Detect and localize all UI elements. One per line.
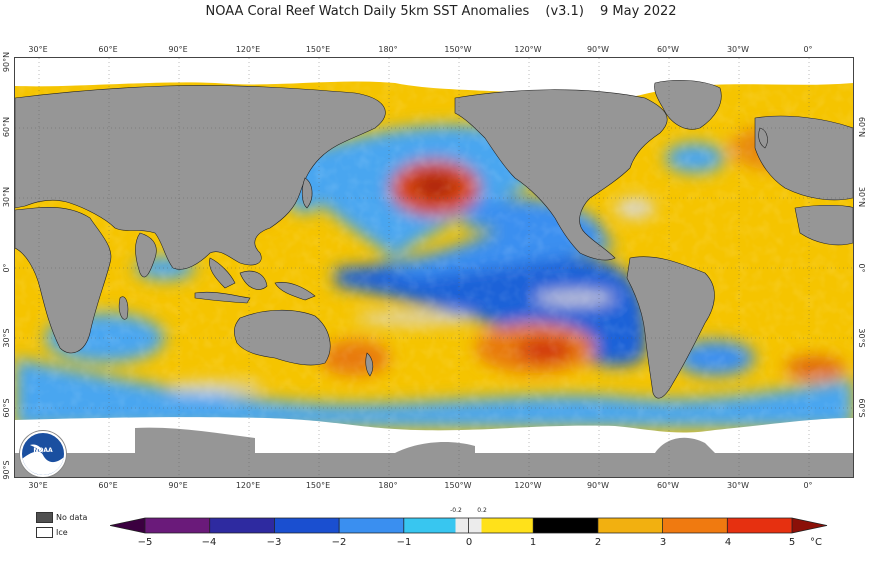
colorbar-segment — [403, 518, 456, 533]
colorbar-label: 2 — [594, 537, 602, 548]
lat-tick: 60°S — [857, 398, 866, 418]
lat-tick: 30°S — [857, 328, 866, 348]
title-date: 9 May 2022 — [600, 4, 677, 19]
lon-tick: 120°W — [514, 45, 542, 54]
lon-tick: 150°W — [444, 45, 472, 54]
lon-tick: 120°E — [235, 481, 261, 490]
lon-tick: 180° — [378, 481, 398, 490]
colorbar-extend-low — [110, 518, 145, 533]
title-version: (v3.1) — [545, 4, 584, 19]
colorbar-label: 5 — [788, 537, 796, 548]
colorbar-label: 1 — [529, 537, 537, 548]
arctic-ice — [15, 58, 853, 107]
lat-tick: 30°N — [857, 186, 866, 208]
colorbar-segment — [662, 518, 728, 533]
ice-label: Ice — [56, 528, 68, 537]
lat-tick: 90°N — [2, 51, 11, 73]
colorbar-segment — [145, 518, 210, 533]
lat-tick: 0° — [2, 263, 11, 273]
ice-swatch — [36, 527, 53, 538]
lon-tick: 30°W — [726, 481, 750, 490]
lon-tick: 60°E — [98, 481, 118, 490]
colorbar-small-label: 0.2 — [477, 507, 487, 514]
lon-tick: 60°W — [656, 481, 680, 490]
lon-tick: 0° — [803, 45, 813, 54]
lat-tick: 60°N — [857, 116, 866, 138]
lon-tick: 90°E — [168, 481, 188, 490]
lon-tick: 0° — [803, 481, 813, 490]
colorbar-label: −5 — [137, 537, 153, 548]
no-data-label: No data — [56, 513, 88, 522]
lat-tick: 30°S — [2, 328, 11, 348]
colorbar-label: 3 — [659, 537, 667, 548]
colorbar-label: −2 — [331, 537, 347, 548]
colorbar-label: 0 — [465, 537, 473, 548]
colorbar-unit: °C — [810, 537, 822, 548]
map-title: NOAA Coral Reef Watch Daily 5km SST Anom… — [0, 4, 882, 19]
lon-tick: 30°E — [28, 481, 48, 490]
lat-tick: 60°S — [2, 398, 11, 418]
sst-anomaly-map: NOAA — [14, 57, 854, 478]
lon-tick: 120°W — [514, 481, 542, 490]
land-masses — [15, 79, 853, 399]
colorbar-segment — [209, 518, 275, 533]
lon-tick: 90°E — [168, 45, 188, 54]
colorbar-label: −4 — [201, 537, 217, 548]
colorbar-small-label: -0.2 — [450, 507, 462, 514]
lon-tick: 150°E — [305, 481, 331, 490]
antarctica — [15, 453, 853, 477]
lat-tick: 0° — [857, 263, 866, 273]
lon-tick: 90°W — [586, 481, 610, 490]
title-main: NOAA Coral Reef Watch Daily 5km SST Anom… — [205, 4, 530, 19]
colorbar-extend-high — [792, 518, 827, 533]
colorbar-segment — [468, 518, 482, 533]
antarctica-coast — [135, 427, 255, 453]
lon-tick: 30°E — [28, 45, 48, 54]
colorbar-label: 4 — [724, 537, 732, 548]
colorbar-segment — [274, 518, 340, 533]
lon-tick: 60°W — [656, 45, 680, 54]
lat-tick: 60°N — [2, 116, 11, 138]
lat-tick: 30°N — [2, 186, 11, 208]
colorbar-label: −1 — [396, 537, 412, 548]
colorbar-label: −3 — [266, 537, 282, 548]
colorbar-segment — [339, 518, 404, 533]
colorbar-outline — [110, 517, 828, 534]
colorbar-segment — [455, 518, 469, 533]
lon-tick: 60°E — [98, 45, 118, 54]
no-data-swatch — [36, 512, 53, 523]
colorbar — [110, 517, 828, 534]
colorbar-segment — [727, 518, 792, 533]
noaa-logo: NOAA — [20, 431, 66, 477]
colorbar-segment — [533, 518, 598, 533]
lon-tick: 30°W — [726, 45, 750, 54]
colorbar-segment — [481, 518, 534, 533]
lon-tick: 120°E — [235, 45, 261, 54]
lat-tick: 90°S — [2, 460, 11, 480]
lon-tick: 150°E — [305, 45, 331, 54]
lon-tick: 150°W — [444, 481, 472, 490]
colorbar-segment — [597, 518, 663, 533]
logo-text: NOAA — [33, 447, 53, 454]
lon-tick: 90°W — [586, 45, 610, 54]
lon-tick: 180° — [378, 45, 398, 54]
